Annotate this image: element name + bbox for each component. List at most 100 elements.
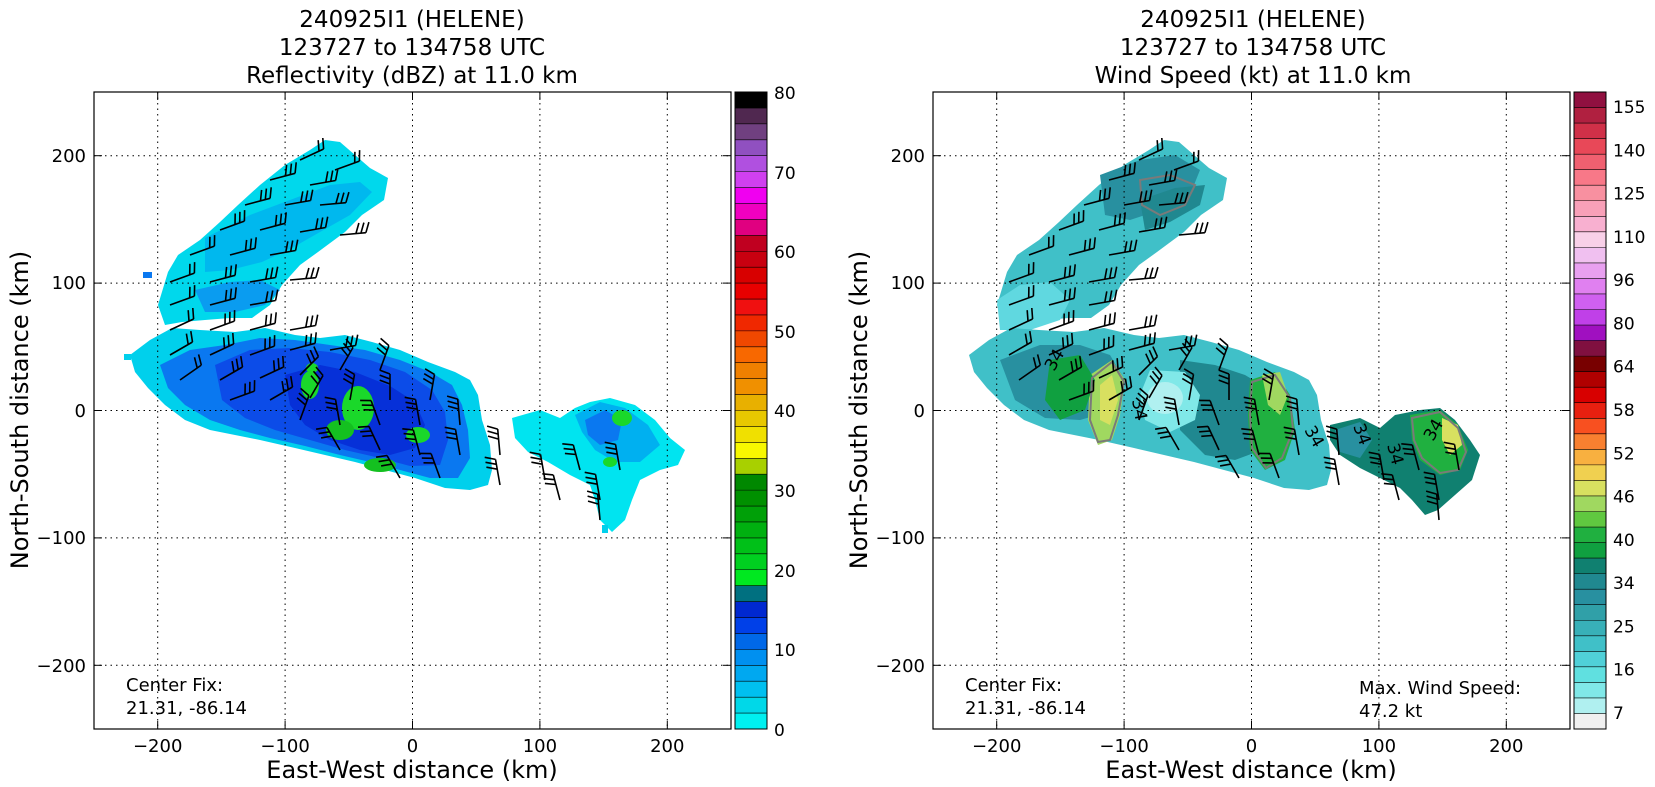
wind-barb <box>329 334 359 351</box>
wind-barb <box>309 169 339 186</box>
wind-title-line-1: 240925I1 (HELENE) <box>1140 7 1365 33</box>
reflectivity-ytick-label: −200 <box>37 656 86 677</box>
colorbar-swatch <box>735 617 767 634</box>
reflectivity-title-line-1: 240925I1 (HELENE) <box>299 7 524 33</box>
colorbar-swatch <box>735 681 767 698</box>
reflectivity-colorbar-tick: 0 <box>774 721 785 741</box>
wind-colorbar-tick: 96 <box>1613 271 1635 291</box>
colorbar-swatch <box>1574 138 1606 155</box>
colorbar-swatch <box>1574 604 1606 621</box>
wind-barb <box>542 473 561 501</box>
wind-barb <box>1259 452 1280 479</box>
wind-barb <box>446 395 461 426</box>
wind-barb <box>289 314 319 331</box>
wind-ytick-label: 200 <box>891 146 925 167</box>
reflectivity-title-line-3: Reflectivity (dBZ) at 11.0 km <box>246 63 578 89</box>
wind-colorbar-tick: 34 <box>1613 574 1635 594</box>
wind-barb <box>249 266 279 283</box>
colorbar-swatch <box>1574 527 1606 543</box>
reflectivity-xtick-label: 0 <box>407 736 418 757</box>
colorbar-swatch <box>1574 309 1606 326</box>
colorbar-swatch <box>1574 651 1606 668</box>
colorbar-swatch <box>735 346 767 364</box>
wind-colorbar-tick: 64 <box>1613 358 1635 378</box>
wind-barb <box>604 441 621 471</box>
wind-speed-colorbar <box>1574 92 1606 730</box>
wind-barb <box>404 396 421 426</box>
wind-xtick-label: 200 <box>1489 736 1523 757</box>
wind-colorbar-tick: 25 <box>1613 617 1635 637</box>
wind-colorbar-tick: 40 <box>1613 531 1635 551</box>
wind-barb <box>444 426 461 456</box>
wind-barb <box>1123 189 1153 206</box>
wind-colorbar-tick: 46 <box>1613 488 1635 508</box>
wind-barb <box>360 399 381 426</box>
wind-barb <box>586 490 601 521</box>
wind-barb <box>422 368 436 401</box>
wind-colorbar-tick: 155 <box>1613 98 1645 118</box>
reflectivity-panel: 240925I1 (HELENE) 123727 to 134758 UTC R… <box>6 7 796 784</box>
wind-colorbar-tick: 58 <box>1613 401 1635 421</box>
wind-barb <box>1108 375 1133 401</box>
wind-barb <box>1088 266 1118 283</box>
wind-barb <box>1128 332 1156 351</box>
colorbar-swatch <box>1574 371 1606 388</box>
wind-barb <box>169 285 196 306</box>
reflectivity-field <box>124 140 685 533</box>
wind-barb <box>299 346 320 376</box>
wind-barb <box>357 425 381 451</box>
colorbar-swatch <box>1574 402 1606 419</box>
wind-barb <box>1323 456 1340 486</box>
reflectivity-ytick-label: 200 <box>52 146 86 167</box>
colorbar-swatch <box>735 394 767 411</box>
wind-barb <box>1048 310 1075 331</box>
wind-barb <box>324 396 341 426</box>
wind-barb <box>1008 285 1035 306</box>
wind-barb <box>169 330 194 356</box>
wind-barb <box>1178 221 1209 236</box>
colorbar-swatch <box>1574 573 1606 590</box>
wind-barb <box>249 312 277 331</box>
colorbar-swatch <box>735 171 767 188</box>
wind-barb <box>1088 289 1118 306</box>
colorbar-swatch <box>1574 697 1606 714</box>
wind-barb <box>1178 338 1193 371</box>
wind-barb <box>289 266 320 281</box>
wind-barb <box>402 428 421 456</box>
wind-barb <box>269 375 294 401</box>
colorbar-swatch <box>735 267 767 284</box>
wind-barb <box>1098 355 1124 379</box>
wind-xtick-label: 100 <box>1362 736 1396 757</box>
wind-barb <box>209 310 236 331</box>
wind-center-fix-value: 21.31, -86.14 <box>965 698 1086 719</box>
reflectivity-colorbar-tick: 50 <box>774 323 796 343</box>
reflectivity-ytick-label: −100 <box>37 528 86 549</box>
colorbar-swatch <box>1574 262 1606 279</box>
colorbar-swatch <box>735 697 767 714</box>
wind-barb <box>339 221 370 236</box>
colorbar-swatch <box>735 187 767 204</box>
wind-barb <box>309 366 324 399</box>
wind-barb <box>229 237 257 256</box>
colorbar-swatch <box>735 107 767 125</box>
wind-ytick-label: 100 <box>891 273 925 294</box>
wind-barb <box>1325 425 1340 456</box>
wind-barb <box>1018 354 1042 381</box>
wind-barb <box>529 451 546 481</box>
reflectivity-ytick-label: 100 <box>52 273 86 294</box>
colorbar-swatch <box>735 251 767 268</box>
wind-barb <box>1068 380 1095 401</box>
colorbar-swatch <box>1574 418 1606 435</box>
wind-barb <box>319 191 350 206</box>
reflectivity-colorbar-tick: 10 <box>774 641 796 661</box>
wind-barb <box>1058 355 1083 381</box>
wind-34kt-contours <box>1088 173 1468 475</box>
colorbar-swatch <box>1574 713 1606 730</box>
wind-barb <box>1401 443 1420 471</box>
wind-barb <box>1128 314 1158 331</box>
wind-barb <box>1218 369 1230 400</box>
wind-colorbar-tick: 125 <box>1613 185 1645 205</box>
wind-barb <box>289 332 317 351</box>
wind-barb <box>249 335 276 356</box>
wind-barb <box>284 189 314 206</box>
